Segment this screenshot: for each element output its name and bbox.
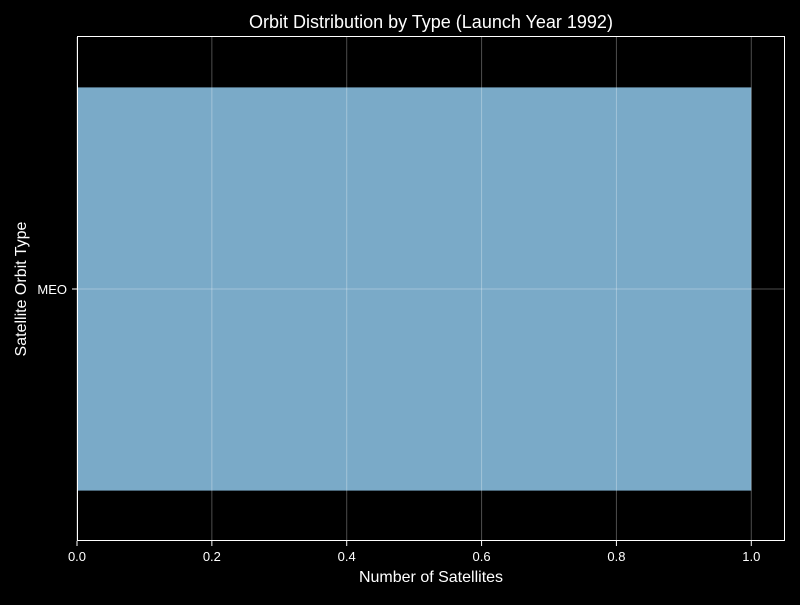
bar-meo: [77, 87, 752, 491]
chart-title: Orbit Distribution by Type (Launch Year …: [249, 12, 613, 32]
x-tick-label: 0.6: [473, 549, 491, 564]
plot-frame: [77, 36, 785, 541]
y-tick-label: MEO: [37, 282, 67, 297]
y-axis-label: Satellite Orbit Type: [13, 221, 30, 356]
x-tick-label: 1.0: [742, 549, 760, 564]
x-tick-label: 0.4: [338, 549, 356, 564]
x-tick-label: 0.0: [68, 549, 86, 564]
x-axis-label: Number of Satellites: [359, 569, 503, 586]
x-tick-label: 0.2: [203, 549, 221, 564]
x-tick-label: 0.8: [607, 549, 625, 564]
